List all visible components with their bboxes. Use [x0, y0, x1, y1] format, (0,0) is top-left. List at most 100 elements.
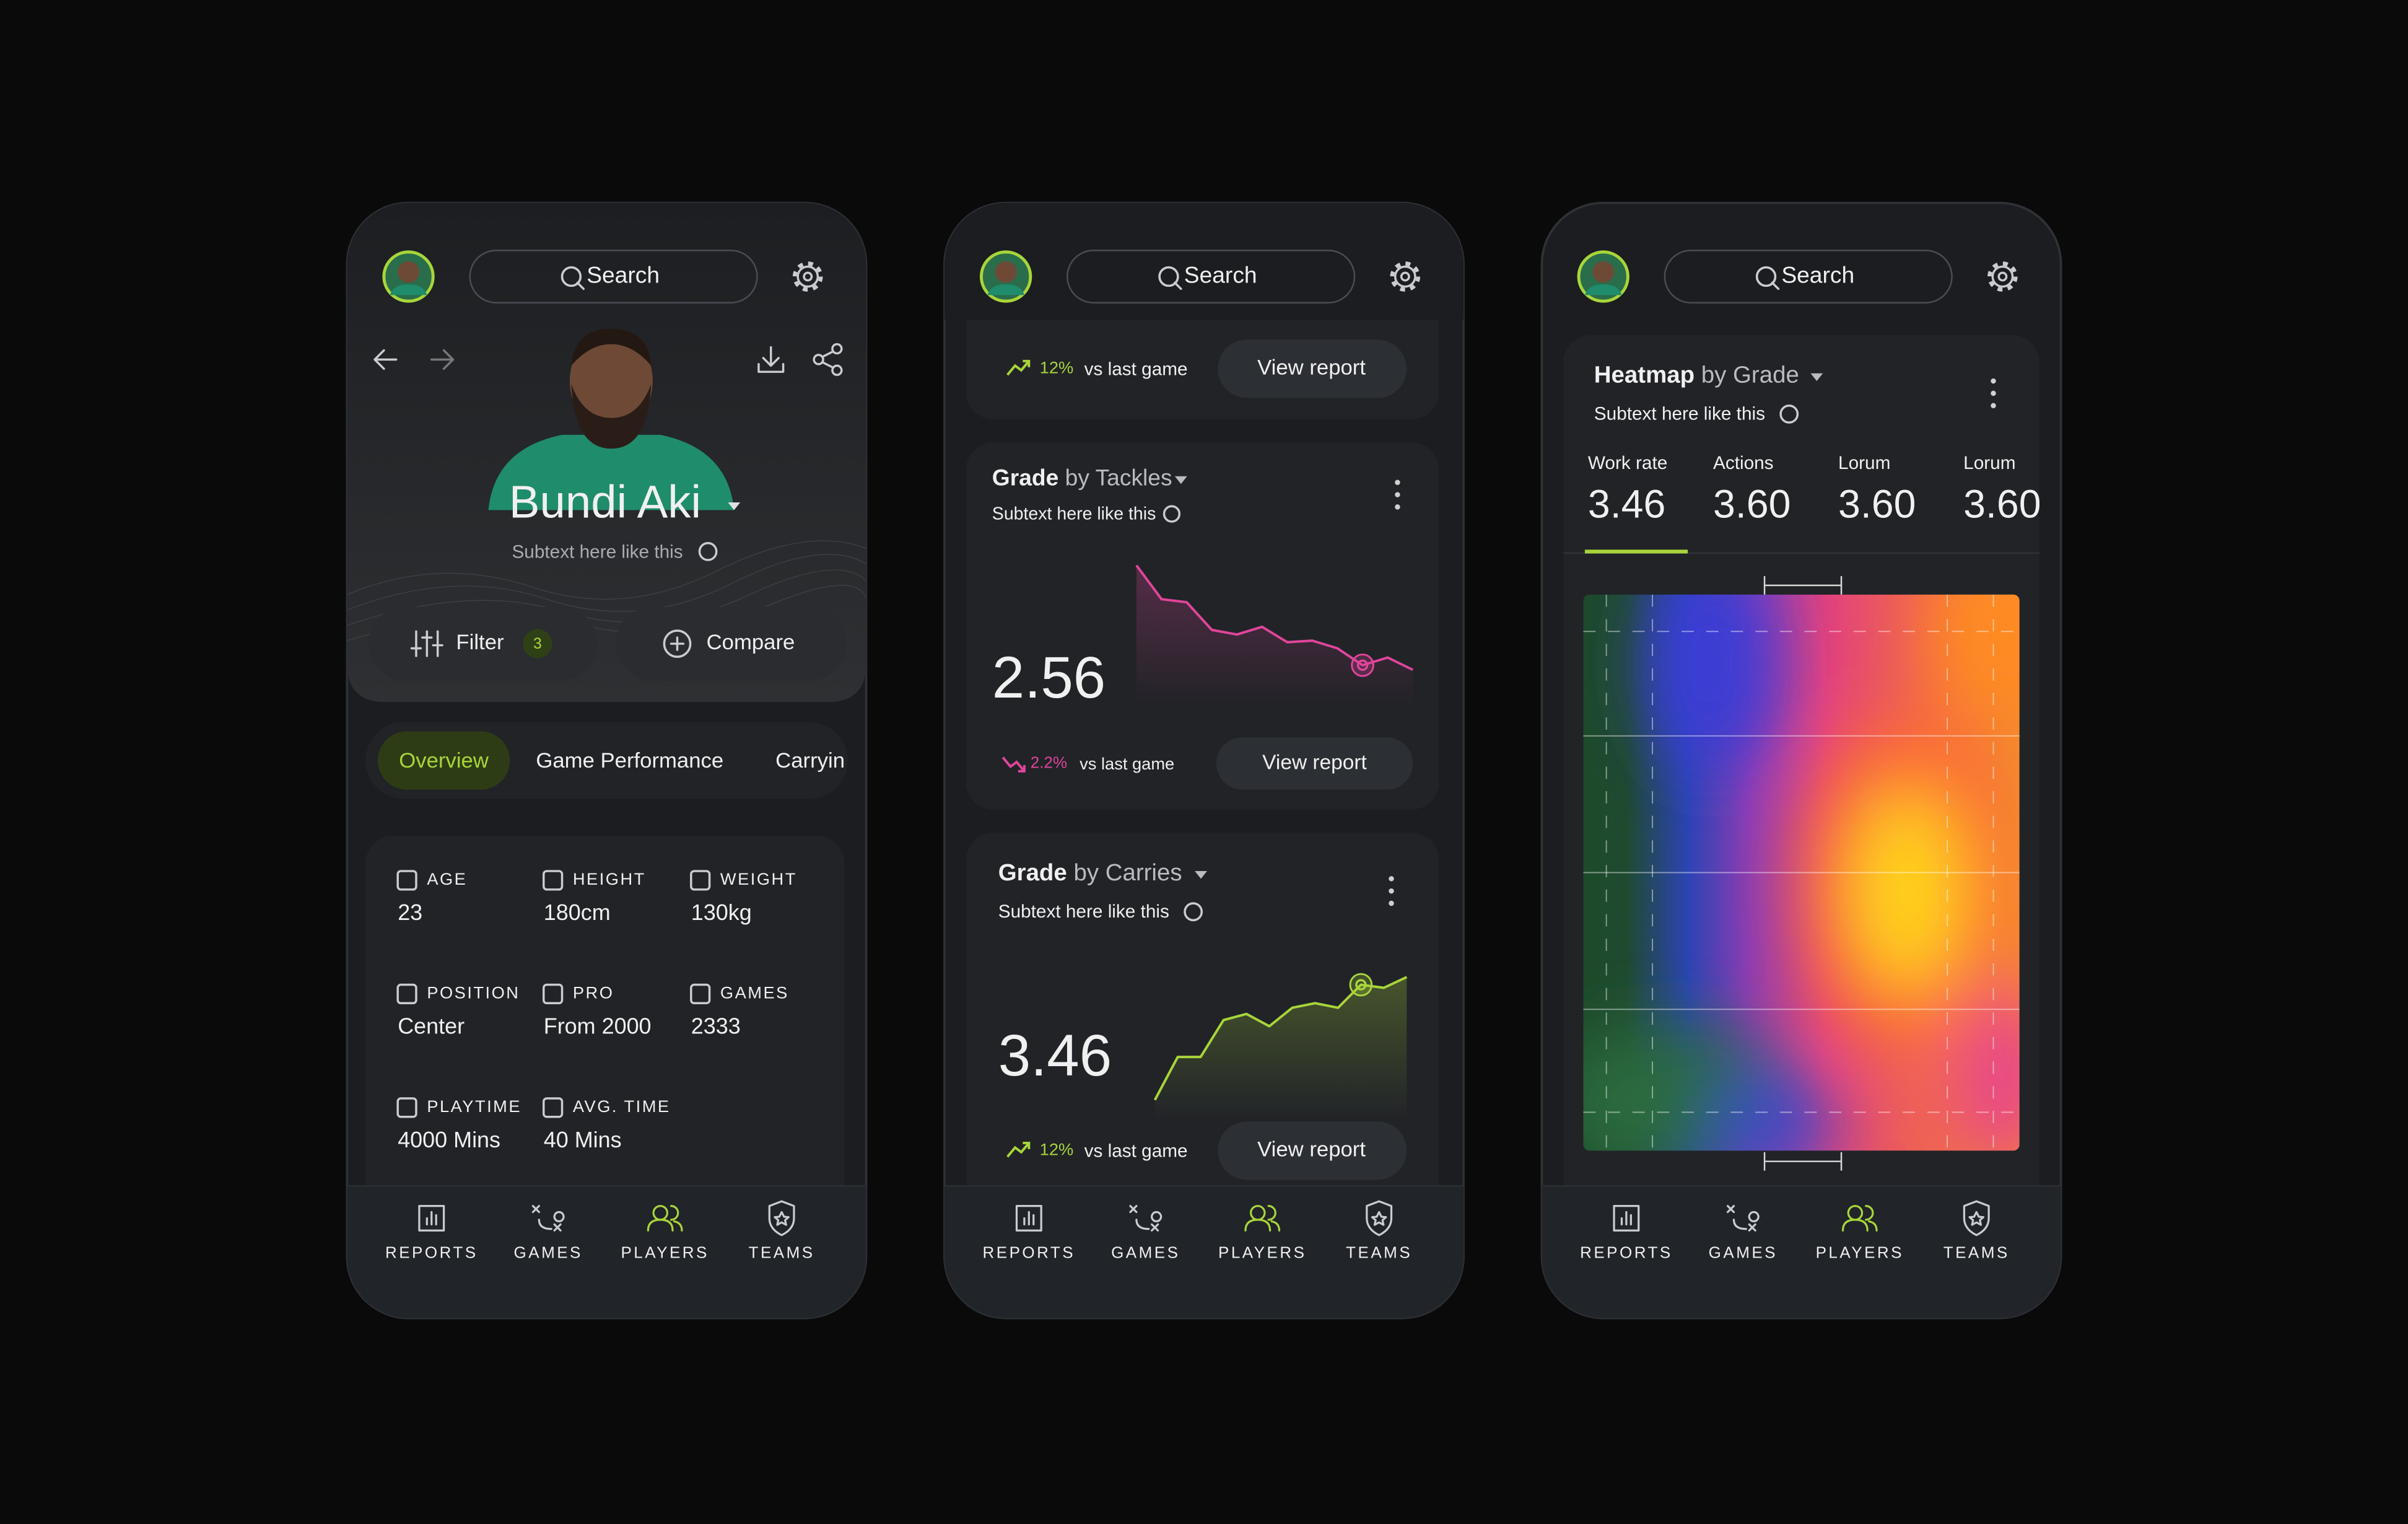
- more-menu[interactable]: [1389, 876, 1394, 906]
- metric-value[interactable]: 3.60: [1963, 481, 2041, 526]
- filter-label: Filter: [456, 631, 504, 654]
- nav-icon[interactable]: [647, 1204, 683, 1232]
- view-report-button[interactable]: [1218, 339, 1407, 398]
- forward-arrow[interactable]: [430, 349, 455, 370]
- compare-button[interactable]: Compare: [616, 607, 847, 681]
- metric-label: Work rate: [1588, 453, 1667, 473]
- nav-label[interactable]: PLAYERS: [1816, 1243, 1904, 1261]
- nav-label[interactable]: TEAMS: [749, 1243, 815, 1261]
- nav-icon[interactable]: [1129, 1204, 1163, 1232]
- settings-icon: [1997, 271, 2008, 282]
- help-icon[interactable]: [1163, 505, 1181, 523]
- settings-icon[interactable]: [1987, 261, 2018, 292]
- tab[interactable]: Game Performance: [536, 749, 723, 773]
- help-icon[interactable]: [1779, 404, 1799, 424]
- caret[interactable]: [1174, 476, 1187, 484]
- view-report-label[interactable]: View report: [1257, 356, 1366, 379]
- nav-icon[interactable]: [1841, 1204, 1878, 1232]
- stat-icon: [543, 870, 564, 891]
- nav-item[interactable]: REPORTS: [385, 1204, 478, 1262]
- bottom-nav: [944, 1186, 1464, 1318]
- filter-icon: [410, 630, 443, 657]
- change: 12%: [1040, 1140, 1074, 1159]
- tab[interactable]: Overview: [399, 749, 489, 773]
- nav-item[interactable]: TEAMS: [749, 1200, 815, 1261]
- trend-marker[interactable]: [1349, 973, 1373, 997]
- view-report-label[interactable]: View report: [1262, 751, 1367, 774]
- caret[interactable]: [1810, 373, 1823, 382]
- avatar[interactable]: [382, 250, 435, 303]
- nav-icon[interactable]: [1015, 1204, 1042, 1232]
- more-menu[interactable]: [1991, 378, 1996, 408]
- download-button[interactable]: [757, 346, 785, 373]
- metrics: Work rate 3.46 Actions 3.60 Lorum 3.60 Lorum 3.…: [1588, 453, 2041, 527]
- nav-icon[interactable]: [418, 1204, 445, 1232]
- nav-icon[interactable]: [1366, 1200, 1393, 1237]
- avatar[interactable]: [979, 250, 1032, 303]
- metric-label: Lorum: [1838, 453, 1890, 473]
- nav-icon[interactable]: [1963, 1200, 1990, 1237]
- nav-label[interactable]: GAMES: [1709, 1243, 1778, 1261]
- metric-value[interactable]: 3.60: [1713, 481, 1791, 526]
- nav-item[interactable]: PLAYERS: [1218, 1204, 1306, 1262]
- card-title: Heatmap by Grade: [1594, 362, 1799, 388]
- help-icon[interactable]: [1184, 902, 1203, 922]
- nav-item[interactable]: GAMES: [1709, 1204, 1778, 1262]
- nav-icon[interactable]: [1613, 1204, 1640, 1232]
- search-field[interactable]: [1067, 250, 1356, 304]
- search-field[interactable]: [469, 250, 758, 304]
- nav-item[interactable]: PLAYERS: [1816, 1204, 1904, 1262]
- caret[interactable]: [1195, 871, 1207, 879]
- view-report-button[interactable]: [1216, 737, 1413, 790]
- view-report-label[interactable]: View report: [1257, 1138, 1366, 1162]
- nav-label[interactable]: PLAYERS: [621, 1243, 709, 1261]
- nav-label[interactable]: TEAMS: [1346, 1243, 1412, 1261]
- nav-item[interactable]: PLAYERS: [621, 1204, 709, 1262]
- metric-value[interactable]: 3.46: [1588, 481, 1665, 526]
- nav-label[interactable]: REPORTS: [983, 1243, 1076, 1261]
- avatar[interactable]: [1577, 250, 1629, 303]
- search-placeholder[interactable]: Search: [1184, 261, 1257, 287]
- more-menu[interactable]: [1395, 480, 1400, 510]
- help-icon[interactable]: [698, 541, 718, 561]
- nav-item[interactable]: GAMES: [514, 1204, 583, 1262]
- settings-icon[interactable]: [1390, 261, 1421, 292]
- nav-label[interactable]: GAMES: [514, 1243, 583, 1261]
- avatar-face: [1592, 261, 1615, 283]
- nav-label[interactable]: REPORTS: [385, 1243, 478, 1261]
- stat-label: AVG. TIME: [573, 1097, 671, 1116]
- nav-item[interactable]: TEAMS: [1943, 1200, 2010, 1261]
- stat-icon: [690, 983, 711, 1005]
- back-arrow[interactable]: [373, 349, 398, 370]
- stat-value: 2333: [691, 1013, 741, 1038]
- stat-label: WEIGHT: [720, 869, 797, 888]
- nav-icon[interactable]: [1726, 1204, 1760, 1232]
- nav-item[interactable]: REPORTS: [983, 1204, 1076, 1262]
- stat-label: HEIGHT: [573, 869, 646, 888]
- nav-label[interactable]: GAMES: [1111, 1243, 1180, 1261]
- nav-label[interactable]: PLAYERS: [1218, 1243, 1306, 1261]
- nav-icon[interactable]: [531, 1204, 565, 1232]
- filter-button[interactable]: Filter 3: [369, 607, 598, 681]
- share-button[interactable]: [813, 343, 843, 376]
- search-placeholder[interactable]: Search: [1781, 261, 1854, 287]
- name-caret[interactable]: [728, 502, 741, 510]
- nav-item[interactable]: TEAMS: [1346, 1200, 1412, 1261]
- trend-marker[interactable]: [1351, 653, 1374, 677]
- nav-icon[interactable]: [768, 1200, 795, 1237]
- compare-bg[interactable]: [616, 607, 847, 681]
- nav-item[interactable]: REPORTS: [1580, 1204, 1673, 1262]
- metric-value[interactable]: 3.60: [1838, 481, 1916, 526]
- filter-bg[interactable]: [369, 607, 598, 681]
- nav-label[interactable]: REPORTS: [1580, 1243, 1673, 1261]
- nav-label[interactable]: TEAMS: [1943, 1243, 2010, 1261]
- search-placeholder[interactable]: Search: [587, 261, 660, 287]
- filter-count: 3: [533, 636, 542, 652]
- tab-active-bg[interactable]: [377, 731, 510, 790]
- nav-icon[interactable]: [1244, 1204, 1281, 1232]
- settings-icon[interactable]: [792, 261, 823, 292]
- nav-item[interactable]: GAMES: [1111, 1204, 1180, 1262]
- view-report-button[interactable]: [1218, 1121, 1407, 1180]
- tab[interactable]: Carryin: [775, 749, 845, 773]
- search-field[interactable]: [1664, 250, 1953, 304]
